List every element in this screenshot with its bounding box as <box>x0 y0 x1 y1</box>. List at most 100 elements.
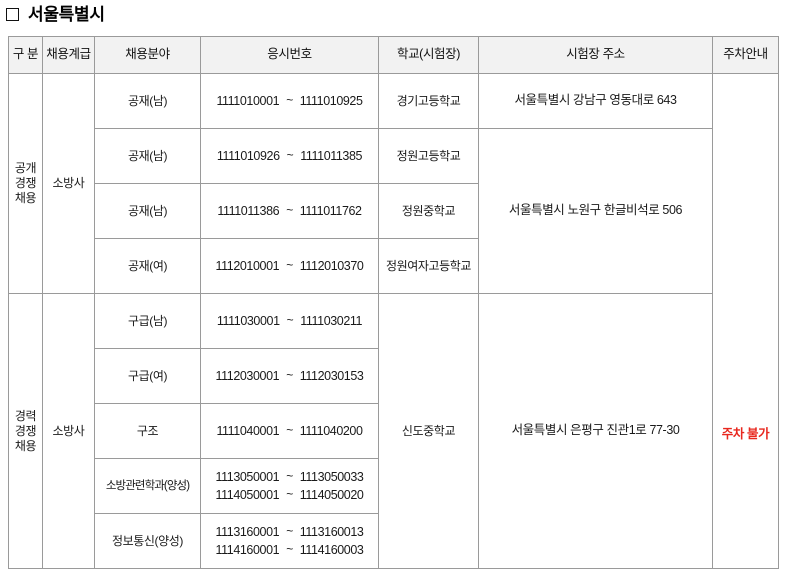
division-line-2: 경쟁 <box>14 176 37 190</box>
cell-school: 정원고등학교 <box>378 128 479 184</box>
table-row: 공개 경쟁 채용 소방사 공재(남) 1111010001 ~1111010925… <box>8 73 779 569</box>
exam-number-line: 1112010001 ~1112010370 <box>203 257 376 275</box>
cell-school: 신도중학교 <box>378 293 479 569</box>
cell-address: 서울특별시 강남구 영동대로 643 <box>478 73 713 129</box>
table-row: 공재(남) 1111010926 ~1111011385 정원고등학교 서울특별시… <box>9 128 779 294</box>
cell-exam-number: 1111010001 ~1111010925 <box>200 73 379 129</box>
division-line-1: 공개 <box>14 161 37 175</box>
page-title: 서울특별시 <box>6 1 105 27</box>
cell-exam-number: 1111011386 ~1111011762 <box>200 183 379 239</box>
exam-number-from: 1114050001 <box>215 488 280 502</box>
exam-number-to: 1114160003 <box>299 543 364 557</box>
range-tilde: ~ <box>286 542 293 556</box>
cell-field: 구급(남) <box>94 293 201 349</box>
cell-exam-number: 1112030001 ~1112030153 <box>200 348 379 404</box>
page-root: 서울특별시 구 분 채용계급 채용분야 응시번호 학교(시험장) 시험장 주소 … <box>6 1 779 569</box>
parking-notice-text: 주차 불가 <box>721 427 770 442</box>
cell-exam-number: 1111010926 ~1111011385 <box>200 128 379 184</box>
cell-field: 정보통신(양성) <box>94 513 201 569</box>
exam-number-from: 1112010001 <box>215 258 280 273</box>
cell-field: 구조 <box>94 403 201 459</box>
range-tilde: ~ <box>286 487 293 501</box>
empty-square-icon <box>6 7 19 21</box>
range-tilde: ~ <box>286 312 294 327</box>
exam-venue-table-wrapper: 구 분 채용계급 채용분야 응시번호 학교(시험장) 시험장 주소 주차안내 공… <box>8 36 779 569</box>
cell-division-open: 공개 경쟁 채용 <box>8 73 43 294</box>
exam-number-from: 1114160001 <box>215 543 280 557</box>
cell-school: 정원중학교 <box>378 183 479 239</box>
division-line-1: 경력 <box>14 408 37 423</box>
range-tilde: ~ <box>286 147 294 162</box>
table-row: 공재(여) 1112010001 ~1112010370 정원여자고등학교 <box>9 238 779 294</box>
column-header-school: 학교(시험장) <box>378 36 479 74</box>
exam-number-to: 1113160013 <box>299 524 364 539</box>
exam-number-line: 1114050001 ~1114050020 <box>203 486 376 504</box>
column-header-exam-number: 응시번호 <box>200 36 379 74</box>
column-header-parking: 주차안내 <box>712 36 779 74</box>
range-tilde: ~ <box>286 257 293 272</box>
range-tilde: ~ <box>286 468 293 483</box>
exam-number-line: 1111010926 ~1111011385 <box>203 147 376 165</box>
table-row: 구급(여) 1112030001 ~1112030153 <box>9 348 779 404</box>
exam-number-to: 1114050020 <box>299 488 364 502</box>
column-header-address: 시험장 주소 <box>478 36 713 74</box>
table-header-row: 구 분 채용계급 채용분야 응시번호 학교(시험장) 시험장 주소 주차안내 <box>8 36 779 74</box>
cell-address: 서울특별시 노원구 한글비석로 506 <box>478 128 713 294</box>
exam-number-line: 1113160001 ~1113160013 <box>203 523 376 541</box>
exam-number-line: 1111040001 ~1111040200 <box>203 422 376 440</box>
cell-division-career: 경력 경쟁 채용 <box>8 293 43 569</box>
exam-number-from: 1113160001 <box>215 524 280 539</box>
cell-grade-career: 소방사 <box>42 293 95 569</box>
cell-field: 공재(남) <box>94 183 201 239</box>
column-header-grade: 채용계급 <box>42 36 95 74</box>
cell-exam-number: 1113050001 ~1113050033 1114050001 ~1114050… <box>200 458 379 514</box>
division-line-2: 경쟁 <box>14 423 37 438</box>
cell-school: 정원여자고등학교 <box>378 238 479 294</box>
cell-exam-number: 1112010001 ~1112010370 <box>200 238 379 294</box>
table-row: 구조 1111040001 ~1111040200 <box>9 403 779 459</box>
exam-number-to: 1111011385 <box>300 148 363 163</box>
exam-number-from: 1112030001 <box>215 368 280 383</box>
cell-exam-number: 1111040001 ~1111040200 <box>200 403 379 459</box>
division-line-3: 채용 <box>14 438 37 453</box>
cell-field: 구급(여) <box>94 348 201 404</box>
table-row: 소방관련학과(양성) 1113050001 ~1113050033 1114050… <box>9 458 779 514</box>
exam-number-line: 1111011386 ~1111011762 <box>203 202 376 220</box>
division-line-3: 채용 <box>14 191 37 205</box>
cell-school: 경기고등학교 <box>378 73 479 129</box>
exam-number-to: 1111010925 <box>299 93 363 108</box>
table-row: 경력 경쟁 채용 소방사 구급(남) 1111030001 ~1111030211… <box>8 293 779 569</box>
exam-number-line: 1114160001 ~1114160003 <box>203 541 376 559</box>
exam-number-to: 1113050033 <box>299 469 364 484</box>
exam-number-from: 1111011386 <box>217 203 280 218</box>
exam-number-to: 1111040200 <box>299 423 363 438</box>
cell-grade-open: 소방사 <box>42 73 95 294</box>
column-header-field: 채용분야 <box>94 36 201 74</box>
exam-number-from: 1111010001 <box>216 93 280 108</box>
column-header-division: 구 분 <box>8 36 43 74</box>
range-tilde: ~ <box>286 422 293 437</box>
table-row: 공재(남) 1111011386 ~1111011762 정원중학교 <box>9 183 779 239</box>
cell-exam-number: 1111030001 ~1111030211 <box>200 293 379 349</box>
exam-number-line: 1113050001 ~1113050033 <box>203 468 376 486</box>
cell-field: 공재(남) <box>94 128 201 184</box>
cell-field: 공재(여) <box>94 238 201 294</box>
cell-field: 소방관련학과(양성) <box>94 458 201 514</box>
range-tilde: ~ <box>286 523 293 538</box>
exam-number-from: 1113050001 <box>215 469 280 484</box>
exam-number-line: 1111010001 ~1111010925 <box>203 92 376 110</box>
exam-number-line: 1112030001 ~1112030153 <box>203 367 376 385</box>
exam-number-from: 1111010926 <box>216 148 280 163</box>
exam-number-to: 1111011762 <box>299 203 362 218</box>
range-tilde: ~ <box>286 367 293 382</box>
exam-number-line: 1111030001 ~1111030211 <box>203 312 376 330</box>
cell-exam-number: 1113160001 ~1113160013 1114160001 ~1114160… <box>200 513 379 569</box>
exam-number-to: 1111030211 <box>300 313 363 328</box>
exam-number-from: 1111040001 <box>216 423 280 438</box>
exam-number-to: 1112030153 <box>299 368 364 383</box>
page-title-text: 서울특별시 <box>28 4 105 24</box>
cell-parking-notice: 주차 불가 <box>712 73 779 569</box>
range-tilde: ~ <box>286 202 293 217</box>
cell-field: 공재(남) <box>94 73 201 129</box>
cell-address: 서울특별시 은평구 진관1로 77-30 <box>478 293 713 569</box>
